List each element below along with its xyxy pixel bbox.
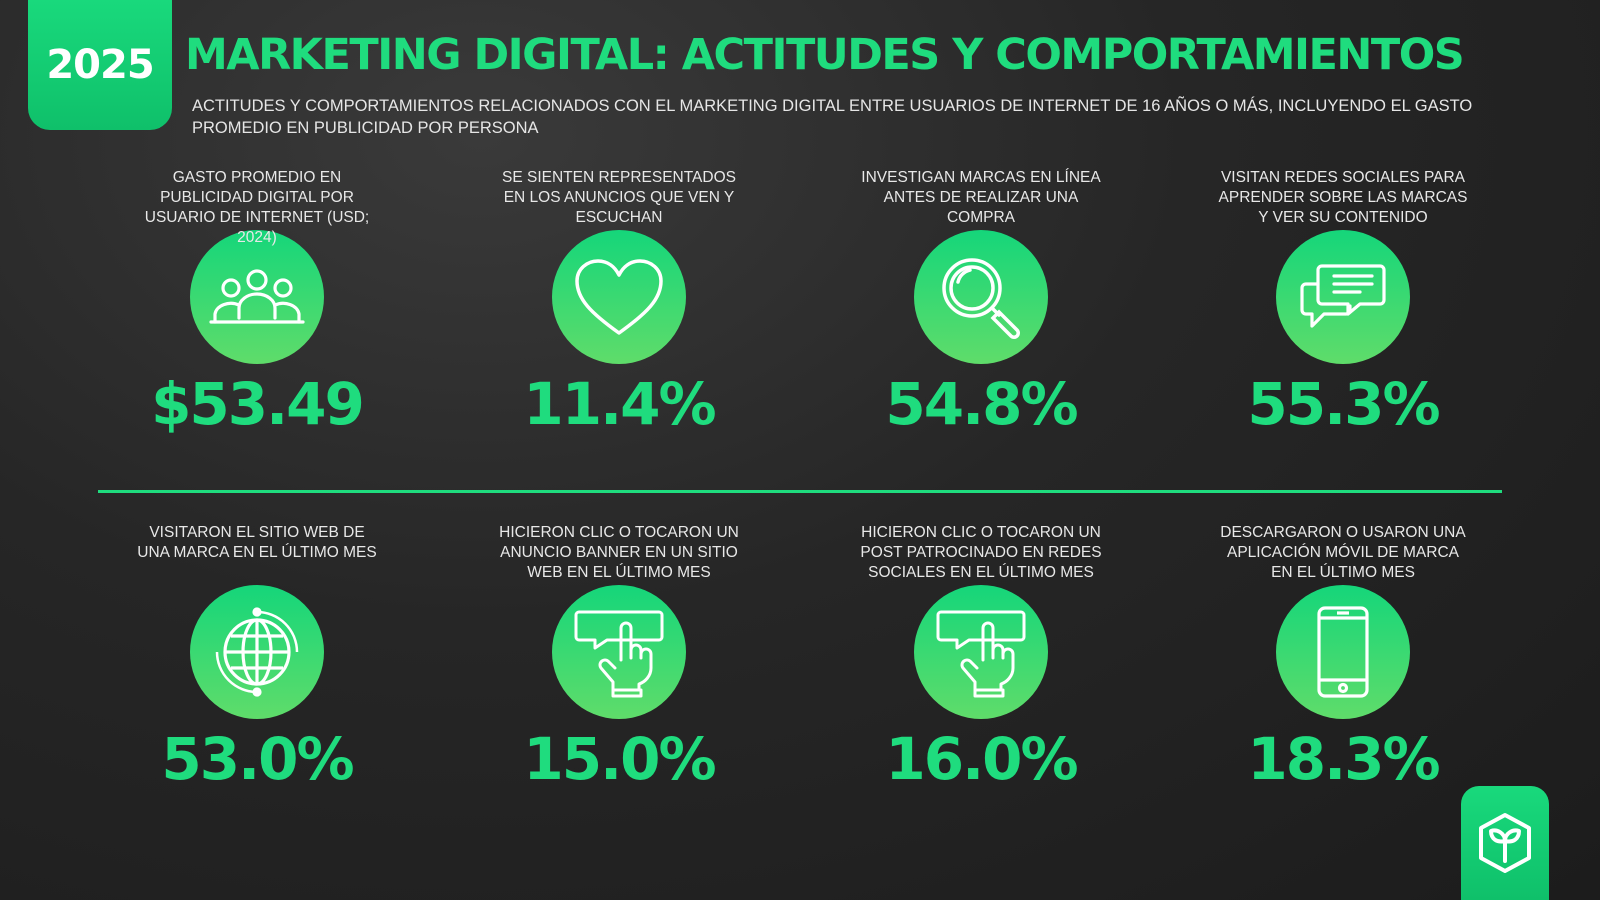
- stat-card-banner-click: HICIERON CLIC O TOCARON UN ANUNCIO BANNE…: [469, 523, 769, 793]
- stat-value: $53.49: [151, 370, 365, 438]
- stat-label: HICIERON CLIC O TOCARON UN POST PATROCIN…: [860, 524, 1102, 581]
- stat-value: 15.0%: [523, 725, 716, 793]
- stat-label: VISITAN REDES SOCIALES PARA APRENDER SOB…: [1218, 169, 1468, 226]
- stat-label: SE SIENTEN REPRESENTADOS EN LOS ANUNCIOS…: [502, 169, 736, 226]
- stat-card-website: VISITARON EL SITIO WEB DE UNA MARCA EN E…: [107, 523, 407, 793]
- stat-card-represented: SE SIENTEN REPRESENTADOS EN LOS ANUNCIOS…: [469, 168, 769, 438]
- tap-post-icon: [936, 610, 1026, 698]
- smartphone-icon: [1317, 606, 1369, 698]
- stat-label: HICIERON CLIC O TOCARON UN ANUNCIO BANNE…: [499, 524, 739, 581]
- stat-value: 18.3%: [1247, 725, 1440, 793]
- stat-label: VISITARON EL SITIO WEB DE UNA MARCA EN E…: [137, 524, 377, 561]
- magnifier-icon: [942, 258, 1020, 339]
- year-label: 2025: [46, 42, 154, 88]
- tap-banner-icon: [574, 610, 664, 698]
- stat-card-mobile-app: DESCARGARON O USARON UNA APLICACIÓN MÓVI…: [1193, 523, 1493, 793]
- stat-card-post-click: HICIERON CLIC O TOCARON UN POST PATROCIN…: [831, 523, 1131, 793]
- stat-label: GASTO PROMEDIO EN PUBLICIDAD DIGITAL POR…: [144, 169, 370, 246]
- stat-value: 54.8%: [885, 370, 1078, 438]
- chat-bubbles-icon: [1300, 264, 1386, 328]
- stat-label: DESCARGARON O USARON UNA APLICACIÓN MÓVI…: [1220, 524, 1466, 581]
- icon-circle: [552, 585, 686, 719]
- page-title: MARKETING DIGITAL: ACTITUDES Y COMPORTAM…: [185, 30, 1465, 80]
- year-badge: 2025: [28, 0, 172, 130]
- brand-logo: [1461, 786, 1549, 900]
- stat-card-research: INVESTIGAN MARCAS EN LÍNEA ANTES DE REAL…: [831, 168, 1131, 438]
- stat-card-ad-spend: GASTO PROMEDIO EN PUBLICIDAD DIGITAL POR…: [107, 168, 407, 438]
- people-icon: [209, 269, 305, 324]
- stat-value: 55.3%: [1247, 370, 1440, 438]
- stat-value: 53.0%: [161, 725, 354, 793]
- logo-icon: [1479, 813, 1531, 873]
- icon-circle: [190, 585, 324, 719]
- globe-icon: [215, 607, 299, 697]
- icon-circle: [1276, 585, 1410, 719]
- icon-circle: [1276, 230, 1410, 364]
- page-subtitle: ACTITUDES Y COMPORTAMIENTOS RELACIONADOS…: [192, 97, 1473, 137]
- icon-circle: [552, 230, 686, 364]
- icon-circle: [190, 230, 324, 364]
- stat-value: 16.0%: [885, 725, 1078, 793]
- stat-card-social: VISITAN REDES SOCIALES PARA APRENDER SOB…: [1193, 168, 1493, 438]
- stat-label: INVESTIGAN MARCAS EN LÍNEA ANTES DE REAL…: [861, 169, 1101, 226]
- section-divider: [98, 490, 1502, 493]
- icon-circle: [914, 230, 1048, 364]
- stat-value: 11.4%: [523, 370, 716, 438]
- heart-icon: [575, 259, 663, 335]
- icon-circle: [914, 585, 1048, 719]
